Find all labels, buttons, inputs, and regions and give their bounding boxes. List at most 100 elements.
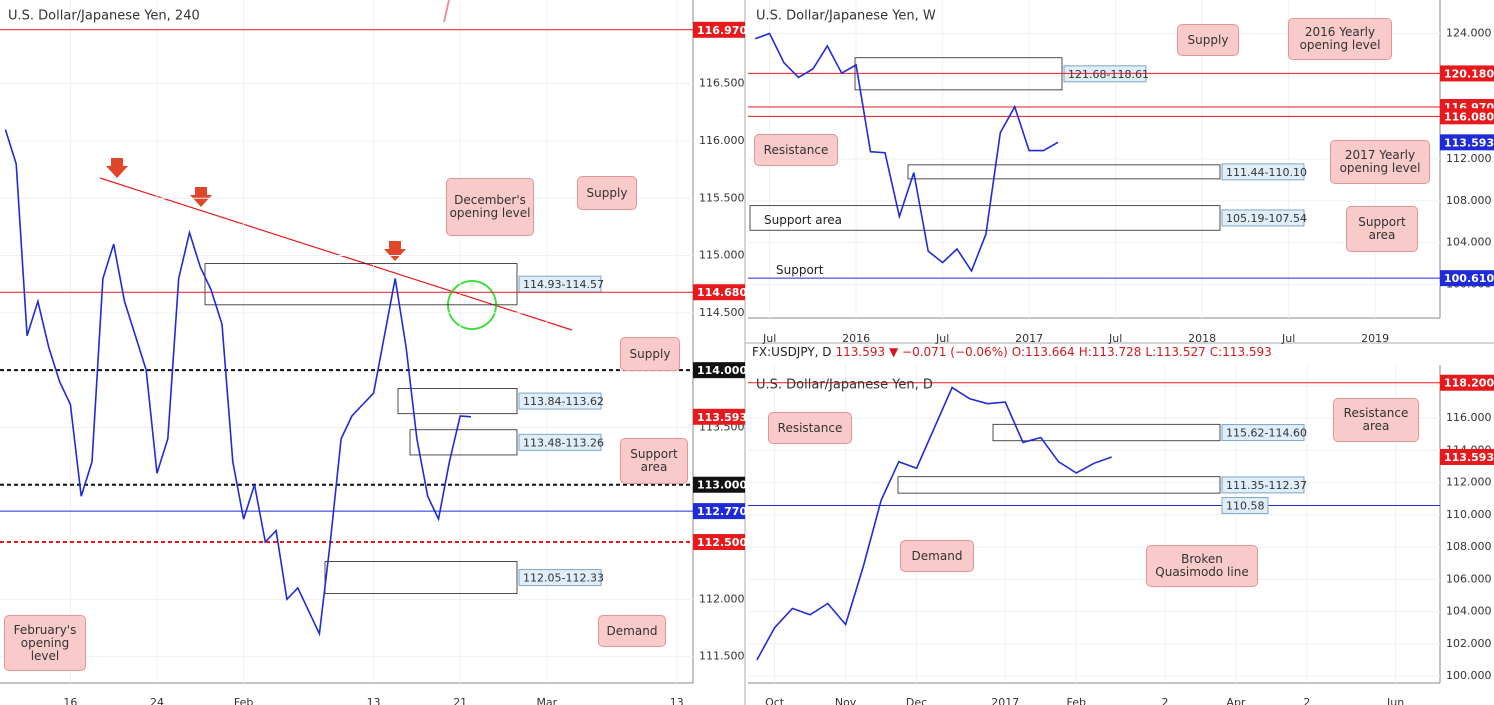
price-tag: [1440, 134, 1494, 151]
x-tick-label: Nov: [835, 696, 857, 705]
callout: December's opening level: [446, 178, 534, 236]
x-tick-label: 2016: [842, 332, 870, 345]
y-tick-label: 112.000: [1446, 476, 1492, 489]
ohlc-value: C:113.593: [1209, 345, 1272, 359]
zone-label: 121.68-118.61: [1068, 68, 1149, 81]
price-tag: [693, 284, 745, 301]
y-tick-label: 104.000: [1446, 236, 1492, 249]
zone-label: 112.05-112.33: [523, 572, 604, 585]
y-tick-label: 102.000: [1446, 637, 1492, 650]
price-tag: [693, 503, 745, 520]
zone: [907, 164, 1221, 180]
callout: Demand: [598, 615, 666, 647]
callout: February's opening level: [4, 615, 86, 671]
price-tag: [1440, 65, 1494, 82]
zone-label-box: [518, 392, 602, 410]
callout: 2016 Yearly opening level: [1288, 18, 1392, 60]
price-tag-label: 113.000: [697, 479, 747, 492]
x-tick-label: Jul: [1281, 332, 1295, 345]
price-tag: [693, 408, 745, 425]
x-tick-label: Jun: [1386, 696, 1404, 705]
y-tick-label: 116.500: [699, 77, 745, 90]
zone-label-box: [518, 569, 602, 587]
x-tick-label: Dec: [906, 696, 927, 705]
y-tick-label: 110.000: [1446, 508, 1492, 521]
zone-label-box: [1221, 209, 1305, 227]
y-tick-label: 106.000: [1446, 572, 1492, 585]
x-tick-label: 16: [63, 696, 77, 705]
price-tag: [1440, 448, 1494, 465]
x-tick-label: 21: [453, 696, 467, 705]
y-tick-label: 116.000: [699, 134, 745, 147]
zone: [324, 561, 518, 595]
x-tick-label: 2019: [1361, 332, 1389, 345]
x-tick-label: 24: [150, 696, 164, 705]
price-tag-label: 114.680: [697, 286, 747, 299]
price-tag-label: 118.200: [1444, 377, 1494, 390]
y-tick-label: 108.000: [1446, 540, 1492, 553]
callout: Supply: [620, 337, 680, 371]
arrow: [106, 158, 128, 178]
symbol: FX:USDJPY, D: [752, 345, 832, 359]
zone: [397, 388, 518, 415]
callout: Supply: [577, 176, 637, 210]
y-tick-label: 111.500: [699, 650, 745, 663]
price-tag: [1440, 270, 1494, 287]
price-tag: [1440, 108, 1494, 125]
zone-label: 114.93-114.57: [523, 278, 604, 291]
y-tick-label: 112.000: [1446, 152, 1492, 165]
zone-label-box: [1221, 476, 1305, 494]
x-tick-label: Mar: [536, 696, 557, 705]
chart-title: U.S. Dollar/Japanese Yen, W: [756, 9, 936, 24]
y-tick-label: 100.000: [1446, 669, 1492, 682]
price-tag: [693, 534, 745, 551]
last-price: 113.593 ▼ −0.071 (−0.06%): [835, 345, 1008, 359]
zone-label: 113.48-113.26: [523, 436, 604, 449]
callout: Supply: [1177, 24, 1239, 56]
zone-label: 111.35-112.37: [1226, 479, 1307, 492]
price-tag-label: 112.500: [697, 536, 747, 549]
callout: Resistance area: [1333, 398, 1419, 442]
x-tick-label: 2018: [1188, 332, 1216, 345]
annotation: Support area: [764, 213, 843, 227]
callout: Support area: [1346, 206, 1418, 252]
y-tick-label: 112.000: [699, 592, 745, 605]
chart-title: U.S. Dollar/Japanese Yen, 240: [8, 9, 200, 24]
symbol-header: FX:USDJPY, D 113.593 ▼ −0.071 (−0.06%) O:1…: [752, 345, 1276, 359]
zone-label-box: [1221, 424, 1305, 442]
ohlc-value: L:113.527: [1145, 345, 1206, 359]
annotation: Support: [776, 263, 824, 277]
x-tick-label: Jul: [935, 332, 949, 345]
zone: [992, 423, 1221, 442]
price-tag: [693, 21, 745, 38]
price-tag-label: 114.000: [697, 364, 747, 377]
chart-title: U.S. Dollar/Japanese Yen, D: [756, 378, 933, 393]
price-tag-label: 116.080: [1444, 110, 1494, 123]
zone-label: 111.44-110.10: [1226, 166, 1307, 179]
price-line: [756, 386, 1112, 661]
price-tag: [693, 362, 745, 379]
arrow: [384, 241, 406, 261]
price-tag: [1440, 374, 1494, 391]
price-tag-label: 100.610: [1444, 272, 1494, 285]
x-tick-label: Jul: [762, 332, 776, 345]
zone: [204, 263, 518, 306]
x-tick-label: 13: [670, 696, 684, 705]
zone-label: 115.62-114.60: [1226, 427, 1307, 440]
x-tick-label: Oct: [765, 696, 785, 705]
y-tick-label: 114.500: [699, 306, 745, 319]
x-tick-label: Jul: [1108, 332, 1122, 345]
price-tag-label: 113.593: [697, 411, 747, 424]
x-tick-label: 2017: [991, 696, 1019, 705]
zone-label-box: [1221, 163, 1305, 181]
callout: Demand: [900, 540, 974, 572]
x-tick-label: Apr: [1226, 696, 1246, 705]
zone: [749, 205, 1221, 231]
y-tick-label: 115.500: [699, 191, 745, 204]
price-tag-label: 116.970: [697, 24, 747, 37]
price-line: [4, 129, 472, 637]
x-tick-label: 2: [1303, 696, 1310, 705]
zone-label: 105.19-107.54: [1226, 212, 1307, 225]
zone-label-box: [518, 433, 602, 451]
